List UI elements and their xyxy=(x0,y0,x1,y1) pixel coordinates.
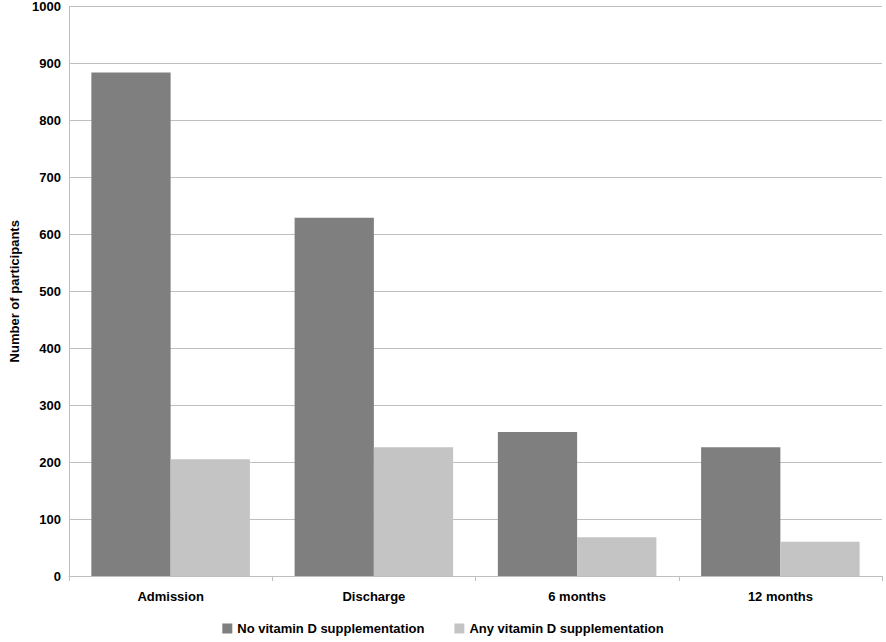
svg-text:1000: 1000 xyxy=(32,0,61,14)
svg-text:Number of participants: Number of participants xyxy=(7,220,22,362)
svg-text:6 months: 6 months xyxy=(548,589,606,604)
svg-text:100: 100 xyxy=(39,512,61,527)
svg-text:Discharge: Discharge xyxy=(342,589,405,604)
svg-text:600: 600 xyxy=(39,227,61,242)
svg-text:500: 500 xyxy=(39,284,61,299)
svg-text:Any vitamin D supplementation: Any vitamin D supplementation xyxy=(469,621,663,636)
svg-text:700: 700 xyxy=(39,170,61,185)
svg-text:12 months: 12 months xyxy=(748,589,813,604)
svg-text:300: 300 xyxy=(39,398,61,413)
svg-text:No vitamin D supplementation: No vitamin D supplementation xyxy=(237,621,424,636)
svg-text:400: 400 xyxy=(39,341,61,356)
svg-text:800: 800 xyxy=(39,113,61,128)
svg-text:Admission: Admission xyxy=(137,589,204,604)
svg-text:200: 200 xyxy=(39,455,61,470)
svg-text:900: 900 xyxy=(39,56,61,71)
svg-text:0: 0 xyxy=(54,569,61,584)
